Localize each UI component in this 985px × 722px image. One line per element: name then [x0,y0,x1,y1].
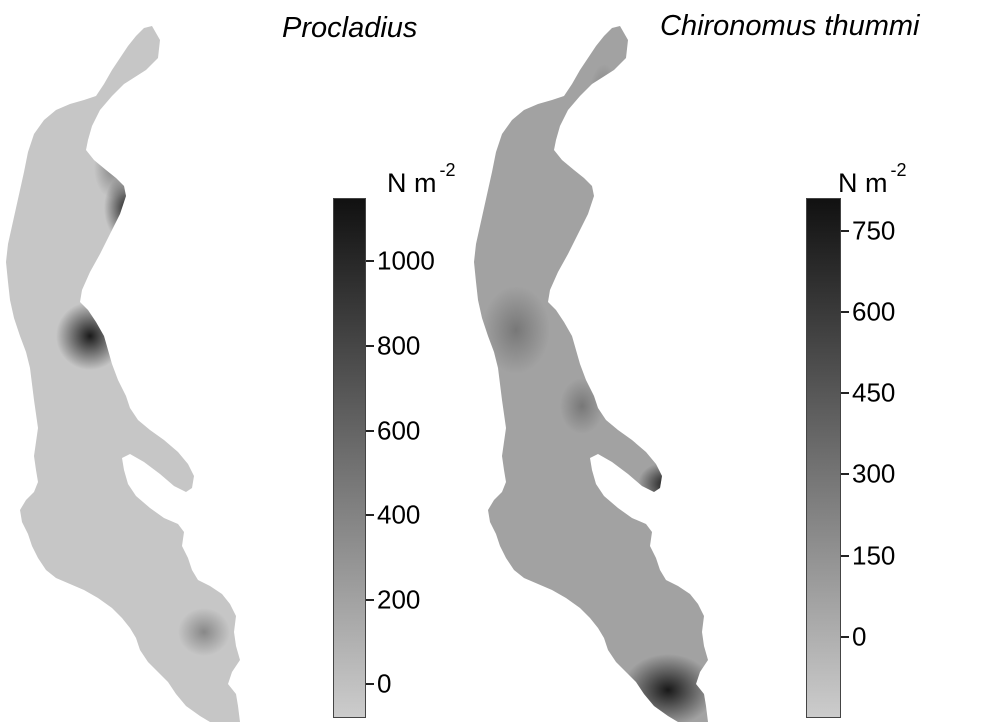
colorbar-tick [366,514,374,517]
colorbar-tick-label: 600 [377,415,421,446]
colorbar-tick-label: 200 [377,584,421,615]
hotspot [560,378,604,434]
colorbar-tick [366,429,374,432]
colorbar-tick-label: 750 [852,215,896,245]
colorbar-tick [841,392,849,394]
colorbar-units-right: N m -2 [838,160,907,199]
colorbar-tick-label: 600 [852,296,896,327]
units-text: N m [387,168,437,198]
colorbar-tick-label: 400 [377,499,421,530]
colorbar-tick [366,344,374,347]
panel-title-chironomus: Chironomus thummi [660,10,920,42]
colorbar-tick-label: 800 [377,330,421,361]
colorbar-tick-label: 0 [377,668,392,699]
colorbar-tick [841,473,849,476]
colorbar-tick-label: 450 [852,377,896,408]
hotspot [482,286,550,374]
colorbar-chironomus [806,198,841,718]
lake-outline [474,26,708,722]
lake-map-chironomus [474,26,708,722]
hotspot [588,64,620,144]
colorbar-procladius [333,198,366,718]
colorbar-tick-label: 300 [852,458,896,489]
hotspot [94,138,130,198]
hotspot [638,462,694,506]
colorbar-tick [366,683,374,686]
hotspot [56,302,124,370]
colorbar-tick-label: 1000 [377,245,435,276]
colorbar-tick [841,554,849,557]
colorbar-tick [366,598,374,601]
colorbar-tick [841,635,849,638]
colorbar-tick-label: 0 [852,621,867,652]
panel-title-procladius: Procladius [282,12,418,44]
colorbar-tick [841,229,849,232]
colorbar-units-left: N m -2 [387,160,456,199]
units-exponent: -2 [890,160,907,180]
colorbar-tick [366,260,374,263]
lake-map-procladius [6,26,240,722]
hotspot [178,608,230,656]
units-exponent: -2 [439,160,456,180]
units-text: N m [838,168,888,198]
colorbar-tick-label: 150 [852,540,896,570]
colorbar-tick [841,310,849,313]
